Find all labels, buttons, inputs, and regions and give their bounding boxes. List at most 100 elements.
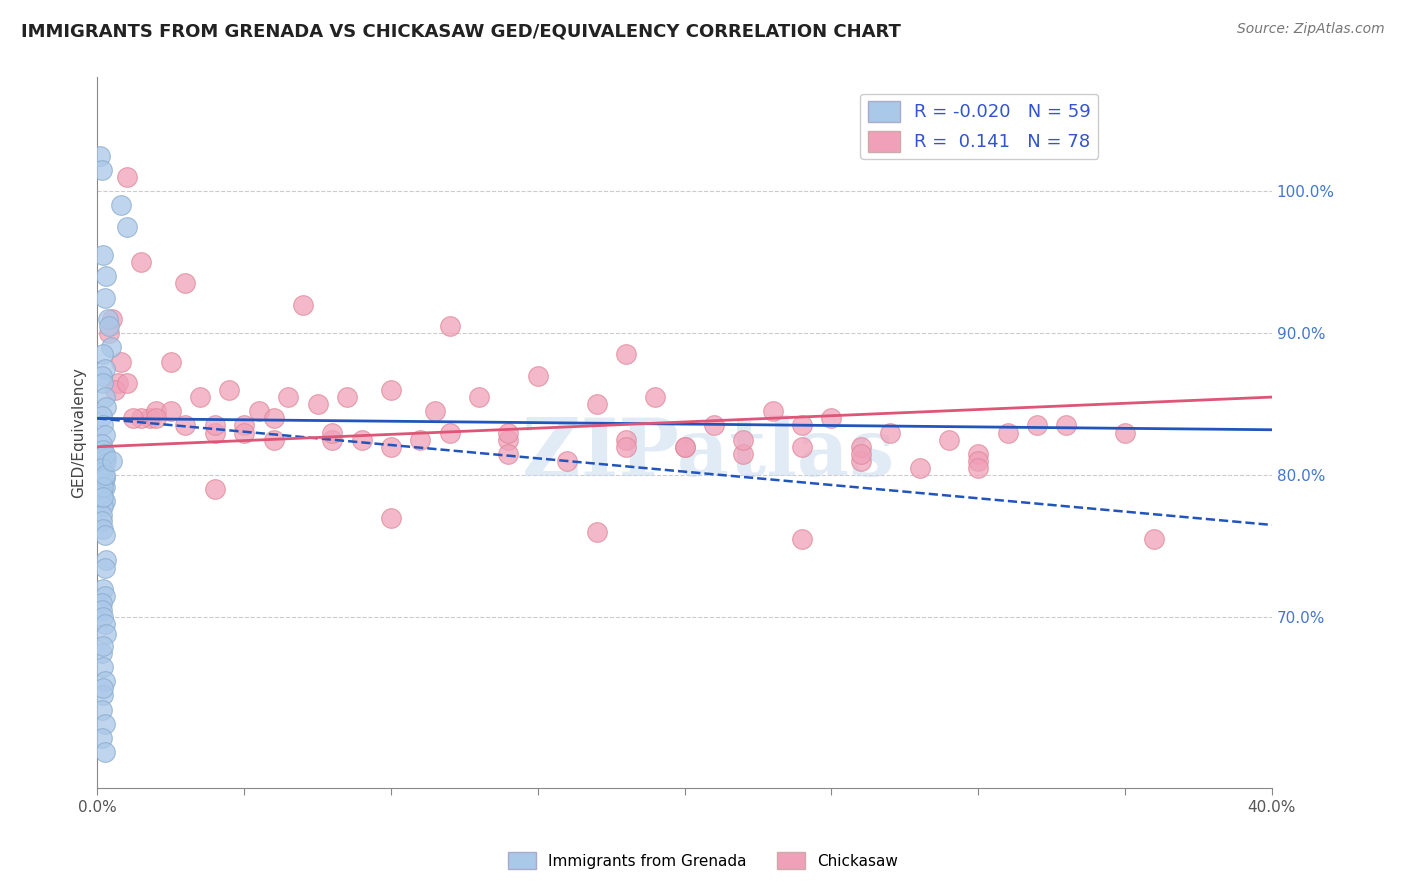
Point [90,603,112,617]
Point [139,411,162,425]
Point [93,617,115,632]
Point [101,312,124,326]
Point [263,433,285,447]
Point [131,411,153,425]
Point [90,368,112,383]
Text: IMMIGRANTS FROM GRENADA VS CHICKASAW GED/EQUIVALENCY CORRELATION CHART: IMMIGRANTS FROM GRENADA VS CHICKASAW GED… [21,22,901,40]
Point [159,354,181,368]
Point [89,148,111,162]
Point [733,433,755,447]
Point [733,447,755,461]
Point [93,361,115,376]
Legend: Immigrants from Grenada, Chickasaw: Immigrants from Grenada, Chickasaw [502,846,904,875]
Point [1114,425,1136,440]
Point [91,522,114,536]
Point [307,397,329,411]
Point [498,433,520,447]
Point [100,340,122,354]
Point [93,471,115,485]
Point [91,582,114,596]
Point [790,418,813,433]
Text: Source: ZipAtlas.com: Source: ZipAtlas.com [1237,22,1385,37]
Point [93,528,115,542]
Point [104,383,127,397]
Point [673,440,696,454]
Point [1054,418,1077,433]
Point [91,500,114,514]
Point [790,532,813,546]
Point [614,440,637,454]
Point [762,404,785,418]
Point [1026,418,1049,433]
Point [96,400,118,414]
Point [115,376,138,390]
Point [673,440,696,454]
Point [90,703,112,717]
Point [93,589,115,603]
Point [321,433,343,447]
Point [91,689,114,703]
Point [110,198,132,212]
Point [98,326,121,340]
Point [91,660,114,674]
Point [98,319,121,334]
Point [159,404,181,418]
Point [131,255,153,269]
Point [96,553,118,567]
Point [91,473,114,487]
Point [849,454,872,468]
Point [107,376,129,390]
Point [439,425,461,440]
Point [527,368,550,383]
Point [96,627,118,641]
Point [91,347,114,361]
Point [91,376,114,390]
Point [91,490,114,504]
Point [90,596,112,610]
Point [174,277,197,291]
Point [115,169,138,184]
Point [263,411,285,425]
Text: ZIPatlas: ZIPatlas [522,415,894,493]
Point [820,411,842,425]
Point [233,425,256,440]
Point [849,440,872,454]
Point [967,461,990,475]
Point [703,418,725,433]
Point [90,646,112,660]
Point [91,610,114,624]
Point [938,433,960,447]
Point [145,411,167,425]
Point [96,269,118,284]
Point [93,428,115,442]
Point [204,418,226,433]
Point [93,745,115,759]
Point [91,442,114,457]
Point [498,447,520,461]
Point [91,479,114,493]
Point [321,425,343,440]
Point [423,404,446,418]
Point [110,354,132,368]
Point [439,319,461,334]
Point [350,433,373,447]
Point [93,493,115,508]
Point [585,397,607,411]
Point [174,418,197,433]
Point [409,433,432,447]
Point [115,219,138,234]
Point [204,425,226,440]
Point [90,514,112,528]
Point [90,409,112,423]
Point [585,524,607,539]
Point [90,466,112,480]
Point [644,390,666,404]
Point [380,383,402,397]
Legend: R = -0.020   N = 59, R =  0.141   N = 78: R = -0.020 N = 59, R = 0.141 N = 78 [860,94,1098,159]
Point [145,404,167,418]
Point [614,347,637,361]
Point [233,418,256,433]
Point [93,479,115,493]
Point [277,390,299,404]
Point [849,447,872,461]
